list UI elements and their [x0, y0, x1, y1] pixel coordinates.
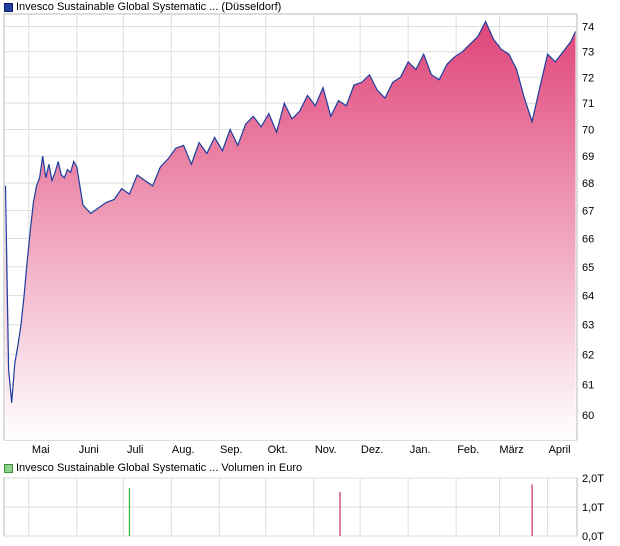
volume-legend: Invesco Sustainable Global Systematic ..…	[4, 461, 302, 475]
price-legend-swatch	[4, 2, 13, 12]
y-tick-label: 61	[582, 379, 594, 391]
x-tick-label: Aug.	[172, 444, 195, 456]
y-tick-label: 62	[582, 349, 594, 361]
y-tick-label: 68	[582, 178, 594, 190]
x-tick-label: April	[549, 444, 571, 456]
x-tick-label: Okt.	[268, 444, 288, 456]
volume-panel: 0,0T 1,0T 2,0T	[3, 473, 604, 543]
x-tick-label: Mai	[32, 444, 50, 456]
x-tick-label: Sep.	[220, 444, 243, 456]
price-legend: Invesco Sustainable Global Systematic ..…	[4, 0, 281, 14]
x-tick-label: Nov.	[315, 444, 337, 456]
volume-legend-label: Invesco Sustainable Global Systematic ..…	[16, 462, 303, 474]
price-legend-label: Invesco Sustainable Global Systematic ..…	[16, 1, 282, 13]
x-tick-label: Juni	[79, 444, 99, 456]
y-tick-label: 64	[582, 291, 594, 303]
volume-y-tick-label: 1,0T	[582, 502, 604, 514]
y-tick-label: 74	[582, 21, 594, 33]
y-tick-label: 70	[582, 124, 594, 136]
x-tick-label: Dez.	[361, 444, 384, 456]
y-tick-label: 67	[582, 206, 594, 218]
volume-y-tick-label: 2,0T	[582, 473, 604, 485]
price-area	[5, 21, 576, 440]
y-tick-label: 73	[582, 47, 594, 59]
x-tick-label: Jan.	[410, 444, 431, 456]
volume-y-tick-label: 0,0T	[582, 531, 604, 543]
x-tick-label: März	[499, 444, 523, 456]
price-panel: Mai Juni Juli Aug. Sep. Okt. Nov. Dez. Jan. Feb. M…	[3, 13, 594, 456]
y-tick-label: 66	[582, 233, 594, 245]
y-tick-label: 72	[582, 72, 594, 84]
price-line	[4, 20, 577, 403]
x-tick-label: Feb.	[457, 444, 479, 456]
y-tick-label: 69	[582, 151, 594, 163]
y-tick-label: 71	[582, 98, 594, 110]
y-tick-label: 63	[582, 320, 594, 332]
y-tick-label: 60	[582, 410, 594, 422]
y-tick-label: 65	[582, 262, 594, 274]
volume-legend-swatch	[4, 463, 13, 473]
x-tick-label: Juli	[127, 444, 144, 456]
